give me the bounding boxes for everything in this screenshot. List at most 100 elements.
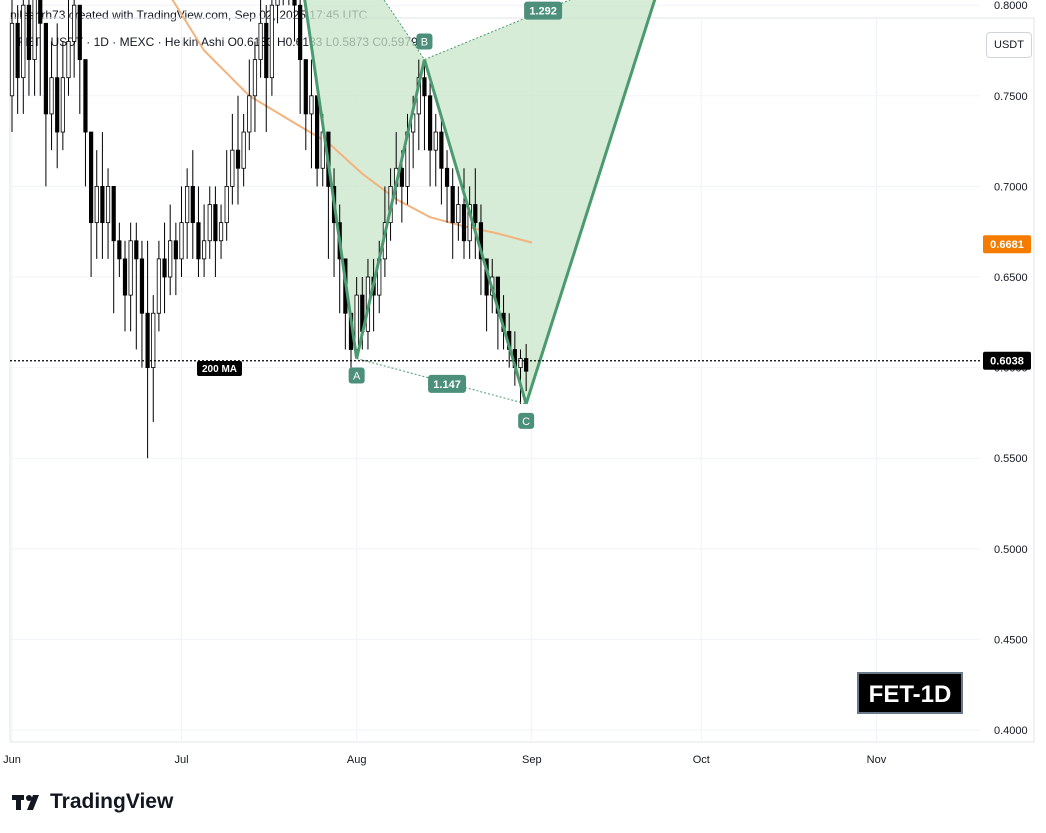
candle-body-down (422, 77, 427, 97)
candle-body-down (292, 0, 297, 6)
leg-ab (355, 59, 426, 359)
ma-price-tag-bg (983, 235, 1031, 254)
candle-body-up (185, 185, 190, 224)
candle (258, 0, 263, 78)
ratio-label-bg (524, 1, 563, 20)
y-tick-label: 0.8000 (994, 0, 1028, 12)
ma-name-label-text: 200 MA (202, 364, 237, 375)
candle-body-down (117, 240, 122, 260)
ma-name-label-bg (197, 361, 242, 376)
candle (252, 41, 258, 133)
candle (275, 0, 280, 24)
candle (282, 0, 284, 6)
ratio-label-text: 1.147 (433, 379, 461, 391)
candle (60, 41, 65, 151)
candle-body-up (218, 222, 224, 242)
x-tick-label: Oct (693, 754, 710, 766)
candle-body-up (252, 59, 258, 97)
y-tick-label: 0.4000 (994, 725, 1028, 737)
candle (433, 113, 438, 187)
candle (111, 185, 116, 314)
candle-body-up (179, 222, 184, 260)
tradingview-logo-text: TradingView (50, 790, 174, 813)
candle-body-up (247, 95, 252, 133)
plot-border (9, 17, 1035, 743)
candle (298, 0, 303, 114)
candle-body-down (173, 240, 178, 260)
candle-body-up (201, 240, 207, 260)
candle-body-down (196, 222, 201, 260)
x-tick-label: Sep (522, 754, 542, 766)
leg-xa (303, 0, 359, 359)
candle-body-down (190, 185, 195, 224)
candle-body-down (303, 59, 308, 115)
candle-body-down (444, 167, 450, 187)
connector-xb (383, 0, 425, 60)
currency-button[interactable]: USDT (986, 32, 1032, 58)
candle-body-down (473, 204, 478, 224)
candle-body-up (168, 240, 173, 278)
watermark-text: FET-1D (869, 681, 952, 708)
pattern-point-bg (518, 412, 535, 429)
candle (105, 168, 111, 259)
candle-body-up (433, 131, 438, 151)
candle-body-down (461, 204, 467, 242)
candle-body-up (241, 131, 246, 169)
candle-body-down (399, 167, 404, 187)
candle-body-down (38, 0, 43, 24)
candle (122, 240, 128, 332)
candle (77, 4, 82, 114)
candle (456, 186, 461, 241)
candle (314, 95, 320, 187)
candle (168, 204, 173, 296)
candle-body-down (264, 22, 269, 79)
y-tick-label: 0.6500 (994, 272, 1028, 284)
candle-body-down (524, 358, 529, 372)
candle-body-up (309, 95, 314, 115)
candle (151, 295, 156, 422)
candle (83, 59, 88, 187)
candle-body-down (162, 258, 167, 278)
candle (15, 5, 20, 114)
candle (139, 240, 145, 368)
harmonic-pattern-lines (303, 0, 657, 405)
candle (444, 150, 450, 223)
x-tick-label: Nov (867, 754, 887, 766)
y-tick-label: 0.5000 (994, 544, 1028, 556)
candle (43, 22, 49, 187)
candle (162, 222, 167, 314)
watermark-bg (857, 672, 963, 714)
candle (450, 168, 455, 259)
candle-body-down (111, 185, 116, 242)
x-axis: Jun Jul Aug Sep Oct Nov (3, 754, 887, 766)
y-tick-label: 0.4500 (994, 634, 1028, 646)
candle (461, 168, 467, 259)
candle (21, 0, 26, 114)
candle-body-down (314, 95, 320, 169)
candle-body-up (275, 0, 280, 6)
candle-body-up (72, 4, 77, 42)
pattern-point-c: C (518, 412, 535, 429)
candle (49, 41, 54, 151)
candle (439, 113, 444, 205)
tradingview-logo[interactable]: TradingView (12, 790, 173, 814)
candle (247, 59, 252, 151)
candle (134, 222, 139, 350)
pattern-triangle-xab (304, 0, 425, 359)
candle-body-down (43, 22, 49, 115)
candle (9, 0, 15, 133)
candle (241, 113, 246, 187)
y-axis: 0.40000.45000.50000.55000.60000.65000.70… (983, 0, 1031, 737)
candle-body-up (518, 358, 523, 369)
candle (264, 5, 269, 133)
candle-body-up (60, 77, 65, 133)
candle-body-down (100, 185, 105, 224)
y-tick-label: 0.5500 (994, 453, 1028, 465)
tradingview-logo-icon (12, 795, 39, 810)
ratio-label-bg (428, 374, 467, 393)
candle (72, 0, 77, 78)
candle (190, 150, 195, 259)
candle-body-down (134, 240, 139, 260)
